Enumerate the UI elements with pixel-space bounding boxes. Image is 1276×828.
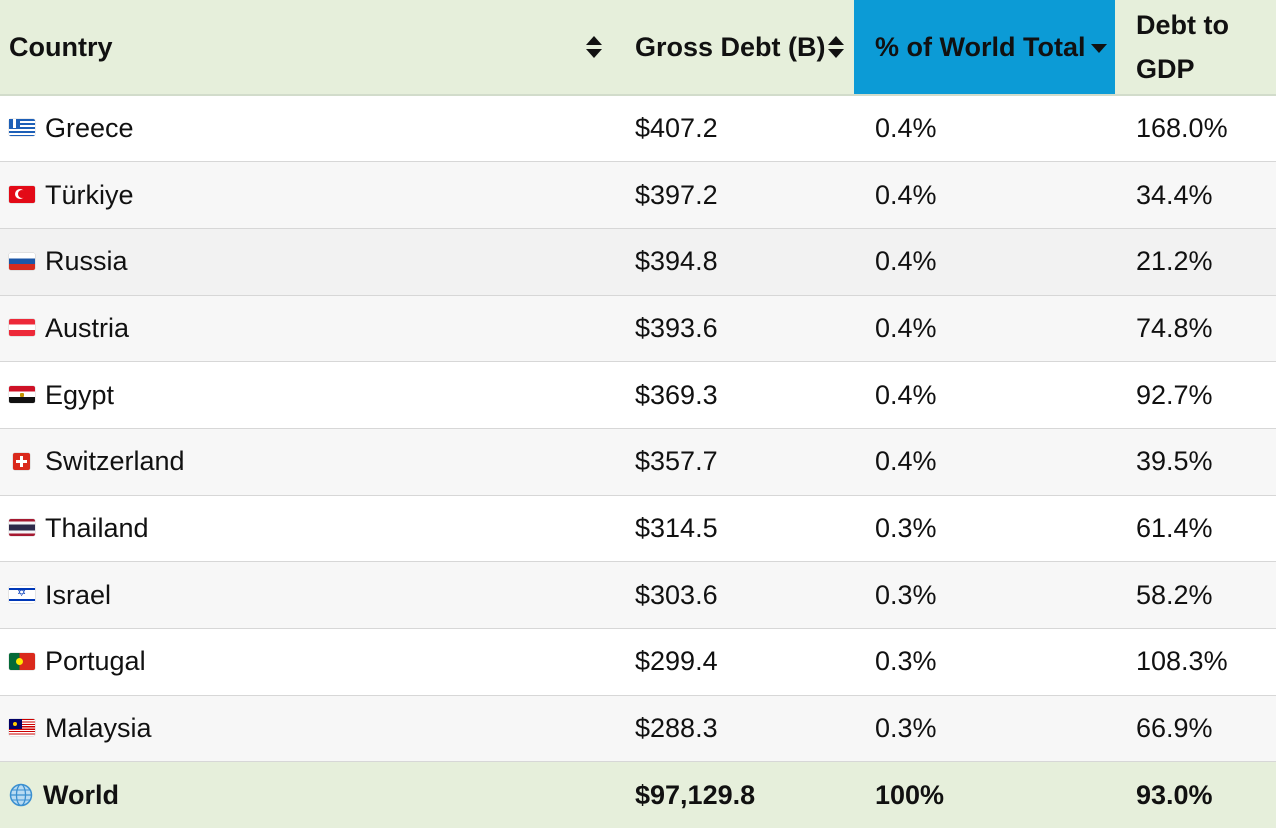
share-cell: 0.3%	[875, 512, 937, 543]
share-cell: 0.4%	[875, 312, 937, 343]
country-name: Austria	[45, 312, 130, 343]
share-cell: 0.4%	[875, 113, 937, 144]
share-cell: 0.4%	[875, 246, 937, 277]
share-cell: 0.3%	[875, 579, 937, 610]
country-name: Egypt	[45, 379, 115, 410]
debt-to-gdp-cell: 21.2%	[1136, 246, 1213, 277]
share-cell: 0.3%	[875, 713, 937, 744]
country-name: Greece	[45, 113, 134, 144]
column-header-gross-debt-label: Gross Debt (B)	[635, 32, 826, 62]
country-cell: Russia	[0, 228, 614, 295]
gross-debt-cell: $394.8	[635, 246, 718, 277]
gross-debt-cell: $299.4	[635, 646, 718, 677]
table-row: Switzerland $357.7 0.4% 39.5%	[0, 428, 1276, 496]
table-body: Greece $407.2 0.4% 168.0% Türkiye $397.2…	[0, 95, 1276, 762]
flag-turkiye-icon	[9, 185, 35, 203]
flag-greece-icon	[9, 119, 35, 137]
country-name: World	[43, 779, 119, 810]
debt-to-gdp-cell: 66.9%	[1136, 713, 1213, 744]
country-cell: Austria	[0, 295, 614, 362]
gross-debt-cell: $288.3	[635, 713, 718, 744]
debt-to-gdp-cell: 58.2%	[1136, 579, 1213, 610]
header-row: Country Gross Debt (B) % of World Total …	[0, 0, 1276, 96]
column-header-share-label: % of World Total	[875, 32, 1086, 62]
share-cell: 0.4%	[875, 446, 937, 477]
country-name: Russia	[45, 246, 128, 277]
country-cell: Israel	[0, 562, 614, 629]
flag-malaysia-icon	[9, 719, 35, 737]
table-row: Portugal $299.4 0.3% 108.3%	[0, 628, 1276, 696]
table-row: Austria $393.6 0.4% 74.8%	[0, 295, 1276, 362]
gross-debt-cell: $369.3	[635, 379, 718, 410]
debt-to-gdp-cell: 92.7%	[1136, 379, 1213, 410]
share-cell: 0.4%	[875, 379, 937, 410]
flag-switzerland-icon	[13, 452, 30, 470]
country-cell: Thailand	[0, 495, 614, 562]
gross-debt-cell: $97,129.8	[635, 779, 756, 810]
share-cell: 0.4%	[875, 179, 937, 210]
country-name: Türkiye	[45, 179, 134, 210]
table-row: Türkiye $397.2 0.4% 34.4%	[0, 161, 1276, 229]
debt-to-gdp-cell: 39.5%	[1136, 446, 1213, 477]
column-header-country-label: Country	[9, 32, 113, 62]
table-row: Russia $394.8 0.4% 21.2%	[0, 228, 1276, 296]
debt-to-gdp-cell: 74.8%	[1136, 312, 1213, 343]
country-cell: Portugal	[0, 629, 614, 696]
share-cell: 0.3%	[875, 646, 937, 677]
gross-debt-cell: $393.6	[635, 312, 718, 343]
flag-russia-icon	[9, 252, 35, 270]
country-cell: Malaysia	[0, 695, 614, 762]
flag-thailand-icon	[9, 519, 35, 537]
flag-portugal-icon	[9, 652, 35, 670]
sort-both-icon[interactable]	[586, 35, 602, 59]
column-header-share-of-world-total[interactable]: % of World Total	[854, 0, 1115, 96]
country-name: Israel	[45, 579, 112, 610]
column-header-gross-debt[interactable]: Gross Debt (B)	[614, 0, 854, 96]
share-cell: 100%	[875, 779, 945, 810]
country-cell: Egypt	[0, 362, 614, 429]
sort-both-icon[interactable]	[828, 35, 844, 59]
country-name: Switzerland	[45, 446, 185, 477]
column-header-country[interactable]: Country	[0, 0, 614, 96]
globe-icon	[9, 783, 33, 807]
gross-debt-cell: $397.2	[635, 179, 718, 210]
gross-debt-cell: $303.6	[635, 579, 718, 610]
debt-to-gdp-cell: 108.3%	[1136, 646, 1228, 677]
flag-egypt-icon	[9, 385, 35, 403]
country-cell: Türkiye	[0, 162, 614, 229]
country-name: Malaysia	[45, 713, 152, 744]
debt-to-gdp-cell: 34.4%	[1136, 179, 1213, 210]
world-total-row: World $97,129.8 100% 93.0%	[0, 761, 1276, 828]
country-cell: Greece	[0, 95, 614, 162]
table-row: Israel $303.6 0.3% 58.2%	[0, 561, 1276, 629]
flag-israel-icon	[9, 585, 35, 604]
table-footer: World $97,129.8 100% 93.0%	[0, 761, 1276, 828]
flag-austria-icon	[9, 319, 35, 337]
country-cell: World	[0, 762, 614, 828]
debt-to-gdp-cell: 168.0%	[1136, 113, 1228, 144]
table-header: Country Gross Debt (B) % of World Total …	[0, 0, 1276, 96]
country-cell: Switzerland	[0, 428, 614, 495]
column-header-debt-to-gdp-label: Debt to GDP	[1136, 10, 1229, 84]
column-header-debt-to-gdp[interactable]: Debt to GDP	[1115, 0, 1276, 96]
country-name: Thailand	[45, 512, 149, 543]
gross-debt-cell: $357.7	[635, 446, 718, 477]
table-row: Malaysia $288.3 0.3% 66.9%	[0, 695, 1276, 762]
gross-debt-cell: $407.2	[635, 113, 718, 144]
table-row: Thailand $314.5 0.3% 61.4%	[0, 495, 1276, 562]
debt-to-gdp-cell: 61.4%	[1136, 512, 1213, 543]
country-name: Portugal	[45, 646, 146, 677]
sort-descending-icon[interactable]	[1091, 44, 1108, 54]
table-row: Greece $407.2 0.4% 168.0%	[0, 95, 1276, 162]
gross-debt-cell: $314.5	[635, 512, 718, 543]
debt-to-gdp-cell: 93.0%	[1136, 779, 1213, 810]
table-row: Egypt $369.3 0.4% 92.7%	[0, 361, 1276, 429]
